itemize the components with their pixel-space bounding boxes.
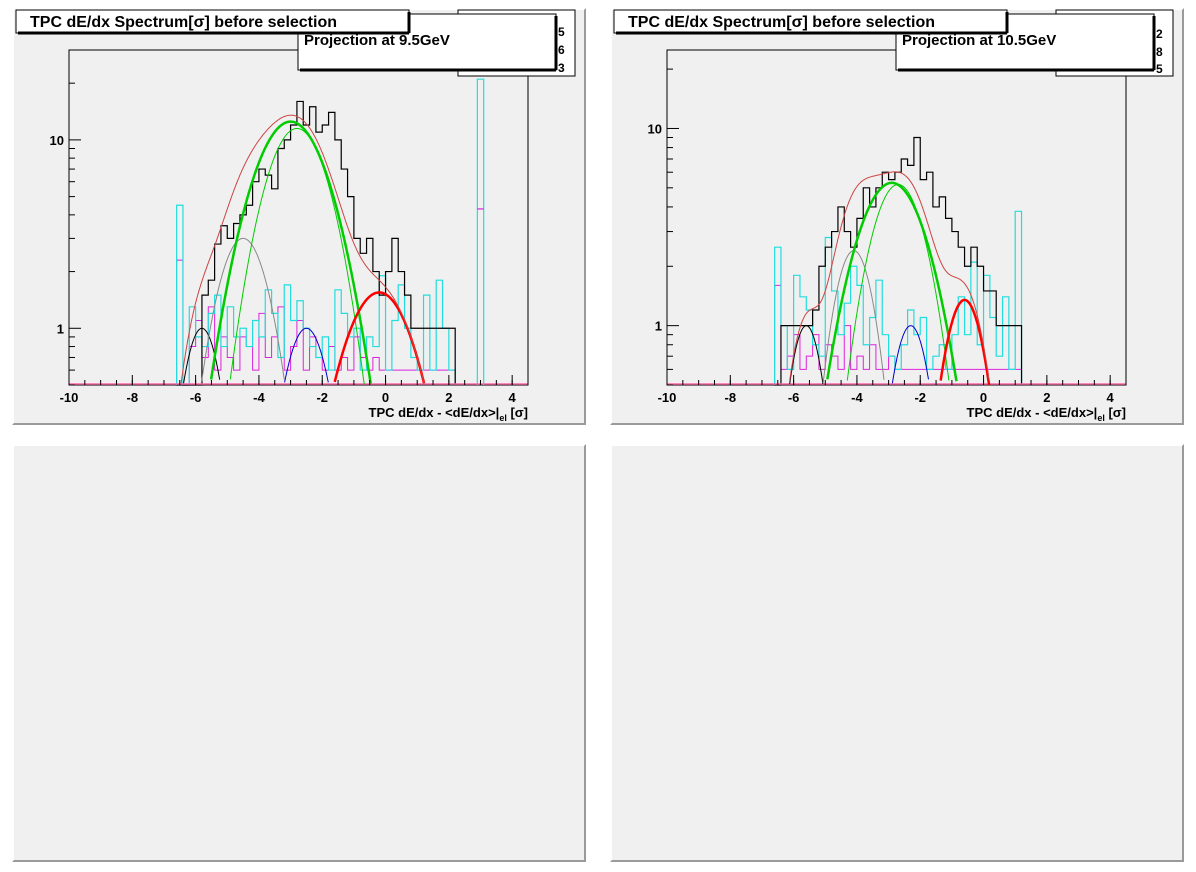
y-tick-label-1-0: 1 — [655, 319, 662, 334]
x-axis-label-end-1: [σ] — [1105, 405, 1126, 420]
x-tick-label-0-2: -6 — [190, 390, 202, 405]
x-tick-label-1-7: 4 — [1107, 390, 1115, 405]
x-axis-label-main-0: TPC dE/dx - <dE/dx>| — [369, 405, 500, 420]
pad-bottom-right — [610, 444, 1184, 862]
projection-label-1: Projection at 10.5GeV — [902, 32, 1056, 49]
x-tick-label-1-4: -2 — [914, 390, 926, 405]
pad-0-overlay-svg: 5 6 3 Projection at 9.5GeV TPC dE/dx Spe… — [15, 9, 576, 77]
fit-component-0-2 — [229, 128, 365, 385]
chart-title-1: TPC dE/dx Spectrum[σ] before selection — [628, 14, 935, 31]
x-axis-label-end-0: [σ] — [507, 405, 528, 420]
fit-component-1-4 — [891, 325, 929, 384]
x-tick-label-0-5: 0 — [382, 390, 389, 405]
chart-svg-0: -10 -8 -6 -4 -2 0 2 4 1 10 TPC dE/dx - <dE/dx>|el … — [50, 49, 529, 423]
projection-label-0: Projection at 9.5GeV — [304, 32, 450, 49]
stats-digit-0-1: 6 — [558, 43, 565, 57]
hist-cyan-0 — [176, 204, 456, 386]
stats-digit-1-1: 8 — [1156, 45, 1163, 59]
y-tick-label-1-1: 10 — [648, 121, 662, 136]
stats-digit-0-0: 5 — [558, 25, 565, 39]
fit-sum-0 — [180, 114, 425, 384]
fit-sum-1 — [789, 171, 990, 382]
x-tick-label-0-4: -2 — [316, 390, 328, 405]
pad-top-right: -10 -8 -6 -4 -2 0 2 4 1 10 TPC dE/dx - <dE/dx>|el … — [610, 8, 1184, 425]
stats-digit-0-2: 3 — [558, 61, 565, 75]
x-tick-label-1-6: 2 — [1043, 390, 1050, 405]
hist-extra-cyan-0-0 — [476, 78, 485, 385]
fit-component-0-1 — [201, 237, 285, 382]
hist-magenta-1 — [774, 284, 1023, 385]
fit-component-0-4 — [284, 327, 329, 383]
x-tick-label-1-0: -10 — [658, 390, 677, 405]
fit-component-1-3 — [826, 181, 958, 382]
x-axis-label-1: TPC dE/dx - <dE/dx>|el [σ] — [967, 405, 1126, 423]
plot-frame-0 — [68, 49, 529, 386]
x-axis-label-0: TPC dE/dx - <dE/dx>|el [σ] — [369, 405, 528, 423]
y-tick-label-0-0: 1 — [57, 321, 64, 336]
fit-component-1-5 — [939, 298, 991, 386]
fit-component-0-0 — [183, 327, 221, 384]
x-axis-label-sub-1: el — [1097, 413, 1105, 423]
x-tick-label-0-3: -4 — [253, 390, 265, 405]
x-tick-label-1-3: -4 — [851, 390, 863, 405]
chart-title-0: TPC dE/dx Spectrum[σ] before selection — [30, 14, 337, 31]
pad-0-overlays: 5 6 3 Projection at 9.5GeV TPC dE/dx Spe… — [12, 8, 586, 425]
y-tick-label-0-1: 10 — [50, 133, 64, 148]
pad-1-overlay-svg: 2 8 5 Projection at 10.5GeV TPC dE/dx Sp… — [613, 9, 1174, 77]
x-tick-label-0-1: -8 — [127, 390, 139, 405]
x-tick-label-1-5: 0 — [980, 390, 987, 405]
x-tick-label-0-0: -10 — [60, 390, 79, 405]
fit-component-0-3 — [209, 120, 372, 384]
x-axis-label-main-1: TPC dE/dx - <dE/dx>| — [967, 405, 1098, 420]
x-axis-label-sub-0: el — [499, 413, 507, 423]
pad-1-overlays: 2 8 5 Projection at 10.5GeV TPC dE/dx Sp… — [610, 8, 1184, 425]
x-tick-label-0-6: 2 — [445, 390, 452, 405]
x-tick-label-1-1: -8 — [725, 390, 737, 405]
stats-digit-1-0: 2 — [1156, 27, 1163, 41]
chart-svg-1: -10 -8 -6 -4 -2 0 2 4 1 10 TPC dE/dx - <dE/dx>|el … — [648, 49, 1127, 423]
fit-component-1-0 — [789, 325, 824, 384]
x-tick-label-1-2: -6 — [788, 390, 800, 405]
x-tick-label-0-7: 4 — [509, 390, 517, 405]
pad-bottom-left — [12, 444, 586, 862]
hist-total-0 — [176, 100, 456, 386]
stats-digit-1-2: 5 — [1156, 62, 1163, 76]
pad-top-left: -10 -8 -6 -4 -2 0 2 4 1 10 TPC dE/dx - <dE/dx>|el … — [12, 8, 586, 425]
plot-frame-1 — [666, 49, 1127, 386]
